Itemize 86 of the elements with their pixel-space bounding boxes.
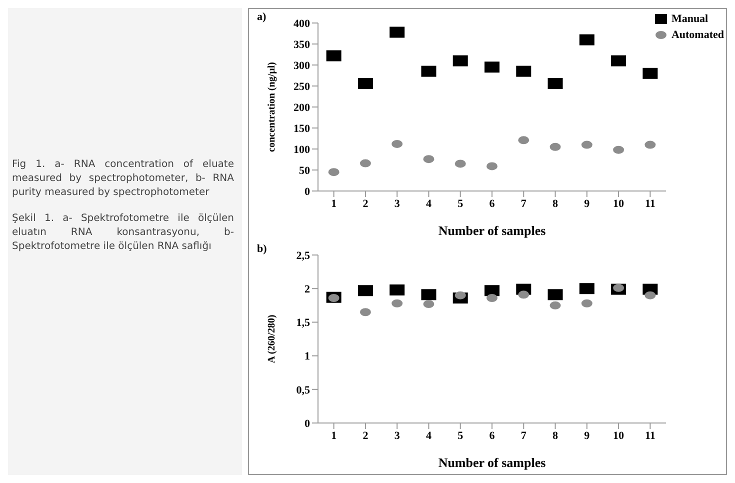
point: [550, 301, 561, 310]
x-tick-label: 1: [331, 198, 337, 210]
point: [613, 146, 624, 154]
x-tick-label: 10: [613, 430, 625, 442]
y-tick-label: 150: [294, 122, 310, 135]
point: [360, 159, 371, 168]
y-tick-label: 200: [294, 102, 310, 114]
point: [581, 299, 592, 308]
x-tick-label: 5: [458, 198, 464, 210]
x-tick-label: 9: [584, 430, 590, 442]
y-tick-label: 100: [294, 144, 310, 156]
y-tick-label: 0: [304, 186, 310, 198]
point: [392, 299, 403, 308]
y-tick-label: 50: [299, 164, 310, 177]
y-axis-title: A (260/280): [266, 314, 278, 364]
point: [423, 155, 434, 164]
text: Şekil 1. a- Spektrofotometre ile ölçülen eluatın RNA konsantrasyonu, b- Spektrofotometre ile ölçülen RNA saflığı: [12, 212, 234, 254]
point: [328, 294, 340, 302]
legend-label: Automated: [671, 29, 724, 41]
x-tick-label: 1: [331, 430, 337, 442]
x-tick-label: 11: [644, 198, 656, 210]
point: [452, 55, 468, 66]
point: [579, 283, 594, 294]
chart-title: a): [257, 11, 266, 23]
x-tick-label: 10: [613, 198, 625, 210]
x-tick-label: 8: [552, 430, 559, 442]
point: [581, 140, 592, 149]
point: [550, 142, 561, 151]
y-tick-label: 350: [294, 38, 310, 51]
point: [486, 294, 498, 302]
point: [358, 285, 373, 296]
point: [644, 291, 656, 300]
point: [486, 162, 498, 170]
x-tick-label: 6: [489, 198, 496, 210]
point: [611, 55, 626, 66]
y-tick-label: 400: [294, 18, 310, 30]
y-tick-label: 0,5: [296, 384, 310, 396]
point: [484, 62, 500, 73]
point: [421, 289, 436, 300]
point: [326, 50, 342, 62]
point: [548, 289, 563, 300]
x-tick-label: 7: [520, 198, 527, 210]
x-tick-label: 4: [426, 430, 432, 442]
chart-title: b): [257, 243, 267, 255]
point: [358, 78, 373, 89]
y-tick-label: 250: [294, 80, 310, 93]
point: [548, 78, 563, 89]
x-axis-title: Number of samples: [438, 455, 546, 470]
x-tick-label: 6: [489, 430, 496, 442]
point: [390, 284, 405, 296]
x-tick-label: 2: [362, 430, 369, 442]
legend-label: Manual: [671, 13, 708, 25]
point: [516, 66, 532, 77]
point: [390, 26, 405, 38]
x-tick-label: 5: [458, 430, 464, 442]
y-tick-label: 300: [294, 60, 310, 72]
x-tick-label: 4: [426, 198, 432, 210]
point: [423, 300, 434, 308]
x-axis-title: Number of samples: [438, 223, 546, 238]
point: [518, 290, 530, 299]
point: [579, 34, 594, 46]
point: [328, 168, 340, 176]
point: [392, 140, 403, 148]
point: [642, 68, 658, 79]
x-tick-label: 8: [552, 198, 559, 210]
x-tick-label: 9: [584, 198, 590, 210]
point: [454, 160, 466, 168]
point: [454, 291, 466, 300]
point: [360, 308, 371, 316]
point: [421, 66, 436, 77]
y-tick-label: 0: [304, 418, 310, 430]
y-tick-label: 1,5: [296, 317, 310, 330]
point: [644, 140, 656, 149]
x-tick-label: 3: [394, 198, 400, 210]
point: [484, 285, 500, 296]
point: [613, 284, 624, 292]
y-tick-label: 2: [304, 284, 310, 296]
caption: Fig 1. a- RNA concentration of eluate measured by spectrophotometer, b- RNA purity measured by spectrophotometer: [12, 158, 234, 200]
x-tick-label: 11: [644, 430, 656, 442]
x-tick-label: 3: [394, 430, 400, 442]
x-tick-label: 2: [362, 198, 369, 210]
point: [518, 136, 530, 144]
y-tick-label: 2,5: [296, 250, 310, 262]
x-tick-label: 7: [520, 430, 527, 442]
y-axis-title: concentration (ng/µl): [266, 62, 278, 152]
y-tick-label: 1: [304, 350, 310, 363]
